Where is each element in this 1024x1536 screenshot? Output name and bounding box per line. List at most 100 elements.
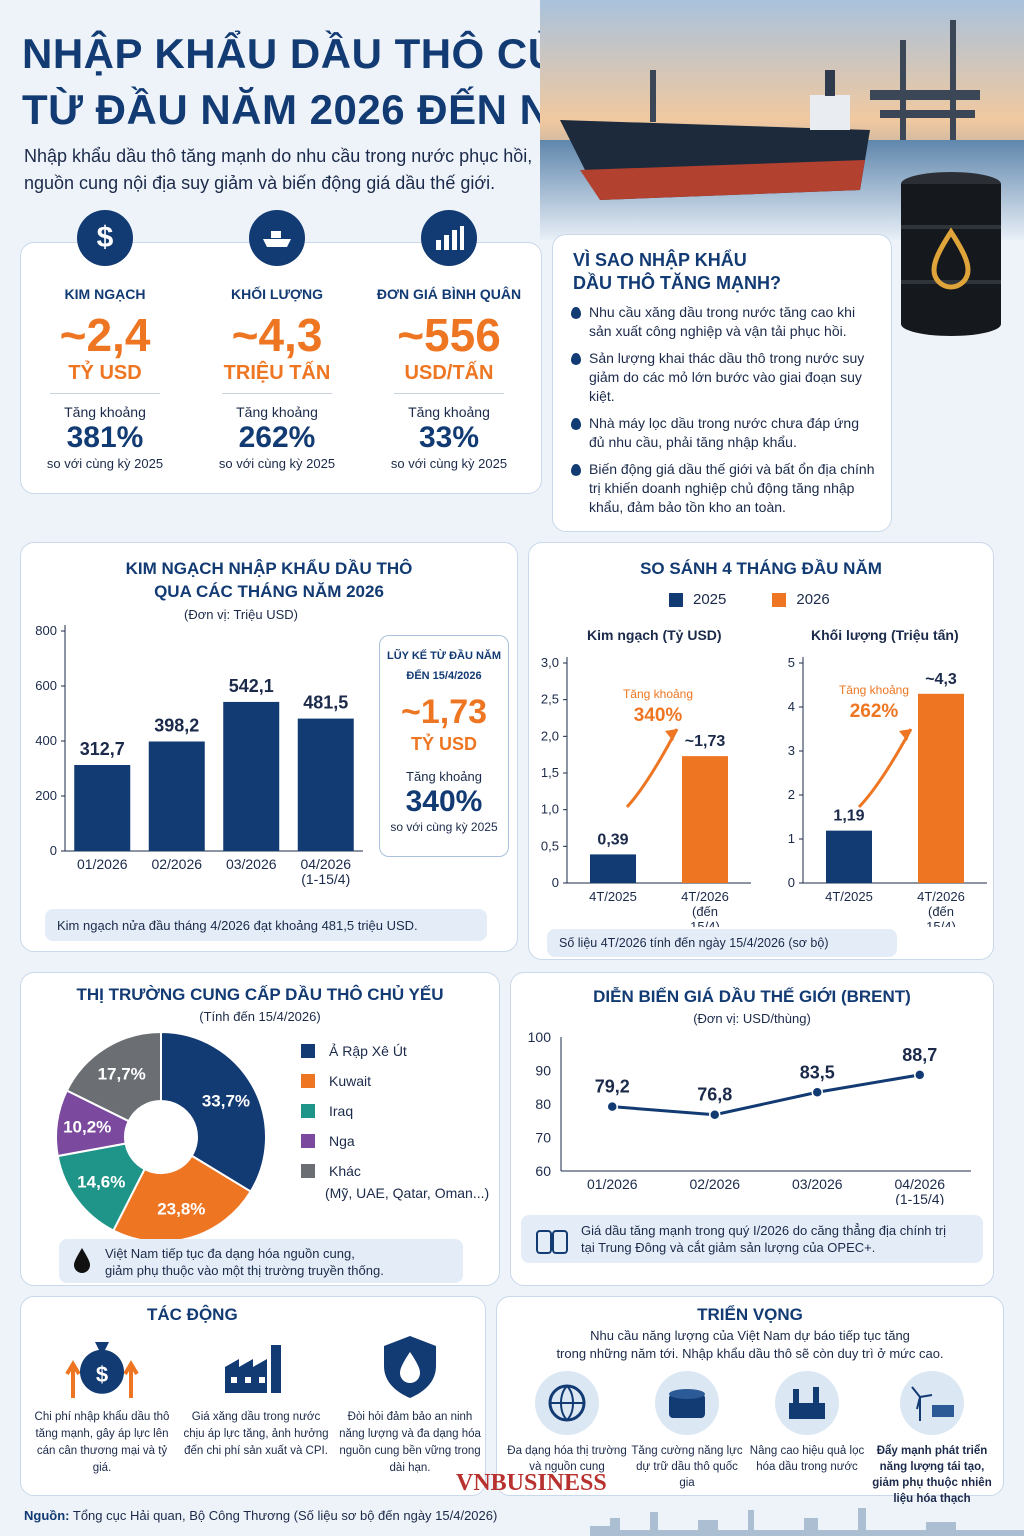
pie-slice	[111, 1154, 253, 1243]
legend-item: Khác	[301, 1163, 407, 1179]
x-tick-label: 01/2026	[587, 1176, 638, 1192]
divider	[50, 393, 160, 394]
stat-import-value: $ KIM NGẠCH ~2,4 TỶ USD Tăng khoảng 381%…	[20, 210, 190, 471]
outlook-text: Đẩy mạnh phát triển năng lượng tái tạo, …	[872, 1445, 992, 1505]
compare-note: Số liệu 4T/2026 tính đến ngày 15/4/2026 …	[547, 929, 897, 957]
y-tick-label: 400	[35, 733, 57, 748]
bar-value-label: 542,1	[229, 676, 274, 696]
growth-arrow-line	[625, 728, 679, 809]
increase-label: Tăng khoảng	[838, 683, 910, 697]
y-tick-label: 0	[552, 875, 559, 890]
brent-unit: (Đơn vị: USD/thùng)	[693, 1011, 811, 1026]
stat-unit: TRIỆU TẤN	[223, 362, 331, 384]
pie-slice-label: 10,2%	[63, 1118, 111, 1137]
stat-average-price: ĐƠN GIÁ BÌNH QUÂN ~556 USD/TẤN Tăng khoả…	[364, 210, 534, 471]
market-pie-chart: 33,7% 23,8% 14,6% 10,2% 17,7%	[55, 1030, 267, 1243]
increase-pct: 262%	[849, 701, 899, 722]
growth-arrow-head	[665, 729, 677, 741]
point-value-label: 88,7	[902, 1045, 937, 1065]
monthly-bar-chart: 0 200 400 600 800 312,7 01/2026 398,2 02/2026 542…	[35, 623, 363, 887]
stat-increase-label: Tăng khoảng	[408, 404, 490, 420]
legend-swatch-2026	[772, 592, 787, 607]
impact-text: Giá xăng dầu trong nước chịu áp lực tăng…	[183, 1411, 329, 1457]
legend-label-2026: 2026	[796, 591, 830, 608]
legend-swatch	[301, 1104, 315, 1118]
impact-text: Đòi hỏi đảm bảo an ninh năng lượng và đa…	[339, 1411, 481, 1474]
shield-drop-icon	[335, 1333, 485, 1401]
subtitle-line-2: nguồn cung nội địa suy giảm và biến động…	[24, 173, 496, 193]
stat-compare: so với cùng kỳ 2025	[46, 456, 164, 471]
y-tick-label: 600	[35, 678, 57, 693]
bar-value-label: ~4,3	[925, 671, 957, 688]
x-tick-label: 04/2026	[894, 1176, 945, 1192]
outlook-desc-line-2: trong những năm tới. Nhập khẩu dầu thô s…	[556, 1346, 944, 1361]
pie-slice	[160, 1030, 267, 1193]
impact-items: $ Chi phí nhập khẩu dầu thô tăng mạnh, g…	[21, 1333, 487, 1493]
increase-pct: 340%	[633, 705, 683, 726]
outlook-item: Đẩy mạnh phát triển năng lượng tái tạo, …	[867, 1371, 997, 1507]
x-tick-label: 01/2026	[77, 856, 128, 872]
compare-right-title: Khối lượng (Triệu tấn)	[811, 627, 959, 643]
y-tick-label: 100	[528, 1029, 552, 1045]
why-title-line-1: VÌ SAO NHẬP KHẨU	[573, 250, 747, 270]
stat-value: ~2,4	[59, 309, 151, 361]
bar-value-label: 1,19	[833, 808, 864, 825]
x-tick-label: 15/4)	[690, 919, 720, 927]
stat-increase-label: Tăng khoảng	[64, 404, 146, 420]
compare-title: SO SÁNH 4 THÁNG ĐẦU NĂM	[640, 559, 882, 578]
compare-card: SO SÁNH 4 THÁNG ĐẦU NĂM 2025 2026 Kim ng…	[528, 542, 994, 960]
bar	[148, 741, 205, 851]
divider	[222, 393, 332, 394]
stat-label: ĐƠN GIÁ BÌNH QUÂN	[376, 286, 522, 302]
brent-line	[612, 1073, 921, 1117]
y-tick-label: 1,0	[541, 802, 559, 817]
brent-note-line-1: Giá dầu tăng mạnh trong quý I/2026 do că…	[581, 1223, 946, 1238]
line-point	[709, 1108, 721, 1121]
refinery-icon	[775, 1371, 839, 1435]
bar	[590, 854, 636, 883]
monthly-unit: (Đơn vị: Triệu USD)	[184, 607, 298, 622]
growth-arrow-head	[899, 729, 911, 741]
key-stats-card	[20, 242, 542, 494]
bar-chart-icon	[421, 210, 477, 266]
bar	[223, 701, 280, 851]
bar-value-label: 0,39	[597, 831, 628, 848]
key-stats: $ KIM NGẠCH ~2,4 TỶ USD Tăng khoảng 381%…	[20, 210, 560, 490]
compare-value-chart: 0 0,5 1,0 1,5 2,0 2,5 3,0 0,39 4T/2025 ~1,73 4T/20…	[541, 655, 751, 927]
svg-text:$: $	[96, 1362, 108, 1387]
growth-arrow-line	[857, 728, 913, 809]
stat-increase-pct: 33%	[418, 421, 480, 454]
outlook-item: Nâng cao hiệu quả lọc hóa dầu trong nước	[747, 1371, 867, 1475]
monthly-note: Kim ngạch nửa đầu tháng 4/2026 đạt khoản…	[45, 909, 487, 941]
outlook-title: TRIỂN VỌNG	[697, 1305, 803, 1324]
legend-label: Khác	[329, 1163, 361, 1179]
bar-value-label: 312,7	[80, 739, 125, 759]
stat-import-volume: KHỐI LƯỢNG ~4,3 TRIỆU TẤN Tăng khoảng 26…	[192, 210, 362, 471]
why-title-line-2: DẦU THÔ TĂNG MẠNH?	[573, 273, 781, 293]
point-value-label: 79,2	[595, 1077, 630, 1097]
market-note: Việt Nam tiếp tục đa dạng hóa nguồn cung…	[59, 1239, 463, 1283]
oil-barrel-icon	[901, 172, 1001, 336]
outlook-item: Đa dạng hóa thị trường và nguồn cung	[507, 1371, 627, 1475]
x-tick-label: 02/2026	[689, 1176, 740, 1192]
bar	[918, 693, 964, 883]
compare-legend: 2025 2026	[669, 591, 830, 608]
globe-icon	[535, 1371, 599, 1435]
subtitle-line-1: Nhập khẩu dầu thô tăng mạnh do nhu cầu t…	[24, 146, 533, 166]
stat-increase-pct: 262%	[238, 421, 316, 454]
y-tick-label: 0	[50, 843, 57, 858]
legend-label: Iraq	[329, 1103, 354, 1119]
stat-value: ~4,3	[231, 309, 323, 361]
pie-slice-label: 23,8%	[157, 1200, 205, 1219]
legend-label: Nga	[329, 1133, 355, 1149]
compare-left-increase: Tăng khoảng 340%	[613, 687, 703, 727]
pie-slice-label: 33,7%	[202, 1091, 250, 1110]
stat-unit: TỶ USD	[68, 362, 142, 384]
brent-line-chart: 60 70 80 90 100 79,2 01/2026 76,8 02/2026 83,5 03/…	[528, 1029, 971, 1205]
legend-swatch-2025	[669, 592, 683, 607]
others-detail: (Mỹ, UAE, Qatar, Oman...)	[325, 1185, 490, 1201]
bar	[826, 830, 872, 883]
y-tick-label: 1,5	[541, 765, 559, 780]
legend-label: Kuwait	[329, 1073, 372, 1089]
impact-item: Giá xăng dầu trong nước chịu áp lực tăng…	[181, 1333, 331, 1460]
